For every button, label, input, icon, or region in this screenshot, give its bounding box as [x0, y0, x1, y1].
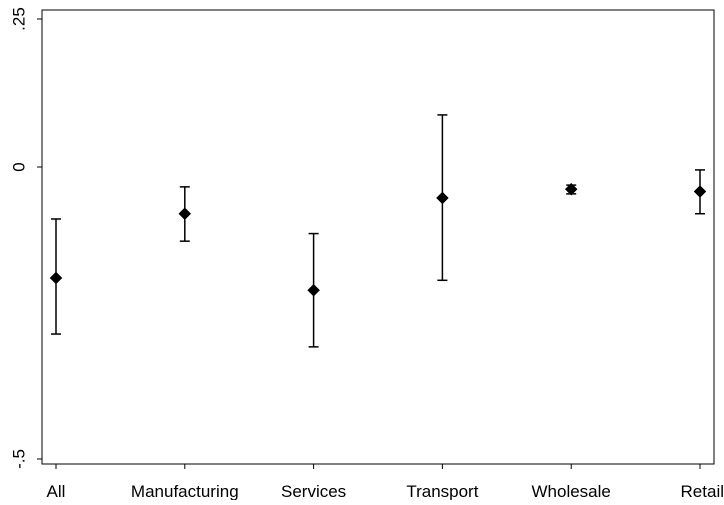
point-estimate-marker — [693, 185, 707, 198]
y-axis: -.5 0 .25 — [9, 7, 42, 469]
data-point-group — [693, 169, 707, 215]
x-tick-label: Services — [281, 482, 346, 500]
y-tick-label: -.5 — [9, 449, 28, 469]
point-estimate-marker — [564, 182, 578, 196]
data-point-group — [564, 182, 578, 196]
data-point-group — [436, 114, 449, 282]
x-tick-label: All — [47, 482, 66, 500]
x-tick-label: Retail — [681, 482, 724, 500]
x-axis: All Manufacturing Services Transport Wholesa… — [47, 464, 724, 501]
point-estimate-marker — [307, 283, 320, 297]
data-point-group — [178, 186, 192, 242]
y-tick-label: .25 — [9, 7, 28, 31]
data-point-group — [49, 218, 63, 335]
x-tick-label: Wholesale — [532, 482, 611, 500]
plot-frame — [41, 9, 715, 465]
x-tick-label: Manufacturing — [131, 482, 239, 500]
y-tick-label: 0 — [9, 162, 28, 171]
point-estimate-marker — [178, 207, 192, 221]
point-estimate-marker — [436, 191, 449, 205]
x-tick-label: Transport — [406, 482, 478, 500]
point-estimate-marker — [49, 271, 63, 285]
data-series — [49, 114, 707, 348]
data-point-group — [307, 232, 320, 348]
